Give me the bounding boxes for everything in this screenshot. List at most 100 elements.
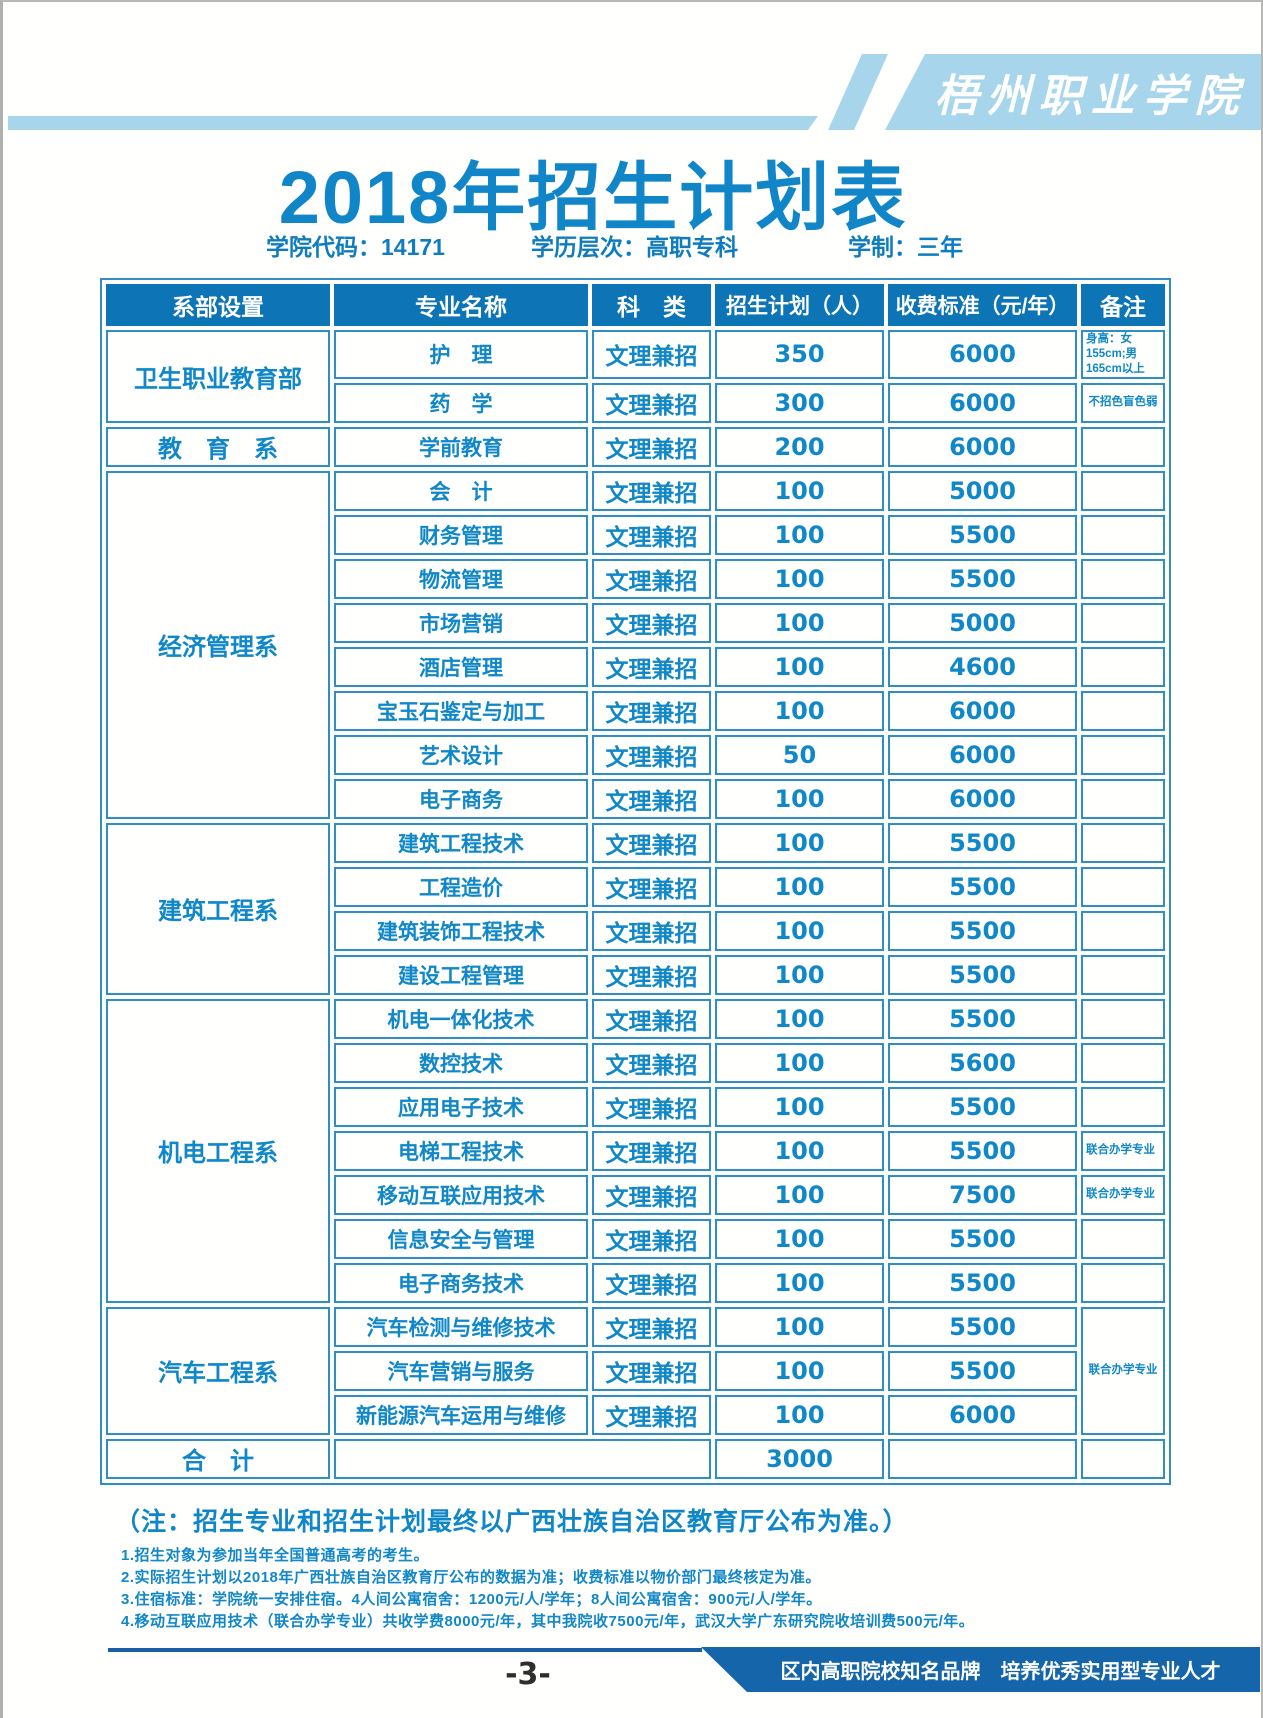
remark-cell <box>1081 646 1165 687</box>
school-logo: 梧州职业学院 <box>934 72 1247 121</box>
college-code: 学院代码：14171 <box>266 234 445 260</box>
total-empty-cell <box>334 1438 711 1479</box>
plan-cell: 200 <box>715 426 884 467</box>
table-row: 物流管理 文理兼招 100 5500 <box>106 558 1165 599</box>
footer-slogan: 区内高职院校知名品牌 培养优秀实用型专业人才 <box>780 1661 1221 1683</box>
category-cell: 文理兼招 <box>592 1218 711 1259</box>
header-band: 梧州职业学院 <box>885 54 1261 130</box>
category-cell: 文理兼招 <box>592 330 711 379</box>
category-cell: 文理兼招 <box>592 1130 711 1171</box>
plan-cell: 100 <box>715 1350 884 1391</box>
category-cell: 文理兼招 <box>592 514 711 555</box>
category-cell: 文理兼招 <box>592 426 711 467</box>
fee-cell: 5500 <box>888 1350 1077 1391</box>
major-cell: 电梯工程技术 <box>334 1130 588 1171</box>
fee-cell: 6000 <box>888 426 1077 467</box>
footnotes: 1.招生对象为参加当年全国普通高考的考生。 2.实际招生计划以2018年广西壮族自… <box>121 1545 974 1633</box>
fee-cell: 5500 <box>888 558 1077 599</box>
category-cell: 文理兼招 <box>592 822 711 863</box>
category-cell: 文理兼招 <box>592 866 711 907</box>
department-cell: 建筑工程系 <box>106 822 330 995</box>
fee-cell: 5500 <box>888 1218 1077 1259</box>
major-cell: 建筑装饰工程技术 <box>334 910 588 951</box>
fee-cell: 5500 <box>888 1306 1077 1347</box>
plan-cell: 100 <box>715 1130 884 1171</box>
category-cell: 文理兼招 <box>592 954 711 995</box>
header-category: 科 类 <box>592 284 711 326</box>
major-cell: 应用电子技术 <box>334 1086 588 1127</box>
remark-cell: 不招色盲色弱 <box>1081 382 1165 423</box>
table-row: 艺术设计 文理兼招 50 6000 <box>106 734 1165 775</box>
meta-row: 学院代码：14171 学历层次：高职专科 学制：三年 <box>3 228 1261 260</box>
table-total-row: 合 计 3000 <box>106 1438 1165 1479</box>
table-row: 建筑装饰工程技术 文理兼招 100 5500 <box>106 910 1165 951</box>
major-cell: 市场营销 <box>334 602 588 643</box>
category-cell: 文理兼招 <box>592 558 711 599</box>
footnote-item: 1.招生对象为参加当年全国普通高考的考生。 <box>121 1547 430 1564</box>
table-row: 经济管理系会 计文理兼招 100 5000 <box>106 470 1165 819</box>
major-cell: 药 学 <box>334 382 588 423</box>
footer-rule <box>108 1648 702 1652</box>
table-row: 数控技术 文理兼招 100 5600 <box>106 1042 1165 1083</box>
enrollment-plan-table: 系部设置 专业名称 科 类 招生计划（人） 收费标准（元/年） 备注 卫生职业教… <box>100 278 1171 1485</box>
table-row: 移动互联应用技术 文理兼招 100 7500 联合办学专业 <box>106 1174 1165 1215</box>
fee-cell: 4600 <box>888 646 1077 687</box>
plan-cell: 100 <box>715 1174 884 1215</box>
table-row: 机电工程系 机电一体化技术 文理兼招 100 5500 <box>106 998 1165 1303</box>
remark-cell <box>1081 1042 1165 1083</box>
major-cell: 工程造价 <box>334 866 588 907</box>
remark-cell <box>1081 866 1165 907</box>
total-label-cell: 合 计 <box>106 1438 330 1479</box>
fee-cell: 5500 <box>888 1130 1077 1171</box>
major-cell: 汽车营销与服务 <box>334 1350 588 1391</box>
major-cell: 物流管理 <box>334 558 588 599</box>
plan-cell: 100 <box>715 558 884 599</box>
plan-cell: 100 <box>715 690 884 731</box>
page-number: -3- <box>505 1657 551 1692</box>
header-remark: 备注 <box>1081 284 1165 326</box>
table-row: 市场营销 文理兼招 100 5000 <box>106 602 1165 643</box>
table-row: 电子商务 文理兼招 100 6000 <box>106 778 1165 819</box>
remark-cell: 身高：女155cm;男165cm以上 <box>1081 330 1165 379</box>
remark-cell <box>1081 778 1165 819</box>
major-cell: 建筑工程技术 <box>334 822 588 863</box>
category-cell: 文理兼招 <box>592 602 711 643</box>
fee-cell: 6000 <box>888 382 1077 423</box>
plan-cell: 100 <box>715 1306 884 1347</box>
fee-cell: 5500 <box>888 1086 1077 1127</box>
remark-cell <box>1081 910 1165 951</box>
plan-cell: 100 <box>715 514 884 555</box>
table-row: 酒店管理 文理兼招 100 4600 <box>106 646 1165 687</box>
major-cell: 电子商务技术 <box>334 1262 588 1303</box>
header-fee: 收费标准（元/年） <box>888 284 1077 326</box>
department-cell: 汽车工程系 <box>106 1306 330 1435</box>
remark-cell: 联合办学专业 <box>1081 1174 1165 1215</box>
table-row: 汽车工程系 汽车检测与维修技术 文理兼招 100 5500 联合办学专业 <box>106 1306 1165 1435</box>
category-cell: 文理兼招 <box>592 382 711 423</box>
fee-cell: 6000 <box>888 734 1077 775</box>
major-cell: 财务管理 <box>334 514 588 555</box>
major-cell: 机电一体化技术 <box>334 998 588 1039</box>
department-cell: 经济管理系 <box>106 470 330 819</box>
plan-cell: 100 <box>715 954 884 995</box>
remark-cell <box>1081 426 1165 467</box>
fee-cell: 5000 <box>888 602 1077 643</box>
table-row: 建设工程管理 文理兼招 100 5500 <box>106 954 1165 995</box>
plan-cell: 100 <box>715 998 884 1039</box>
fee-cell: 5500 <box>888 1262 1077 1303</box>
table-row: 应用电子技术 文理兼招 100 5500 <box>106 1086 1165 1127</box>
category-cell: 文理兼招 <box>592 1042 711 1083</box>
table-row: 工程造价 文理兼招 100 5500 <box>106 866 1165 907</box>
major-cell: 移动互联应用技术 <box>334 1174 588 1215</box>
fee-cell: 6000 <box>888 690 1077 731</box>
category-cell: 文理兼招 <box>592 778 711 819</box>
plan-cell: 300 <box>715 382 884 423</box>
fee-cell: 6000 <box>888 330 1077 379</box>
major-cell: 学前教育 <box>334 426 588 467</box>
main-note: （注：招生专业和招生计划最终以广西壮族自治区教育厅公布为准。） <box>115 1508 909 1536</box>
footnote-item: 2.实际招生计划以2018年广西壮族自治区教育厅公布的数据为准；收费标准以物价部… <box>121 1569 821 1586</box>
table-row: 财务管理 文理兼招 100 5500 <box>106 514 1165 555</box>
plan-cell: 100 <box>715 866 884 907</box>
plan-cell: 100 <box>715 646 884 687</box>
